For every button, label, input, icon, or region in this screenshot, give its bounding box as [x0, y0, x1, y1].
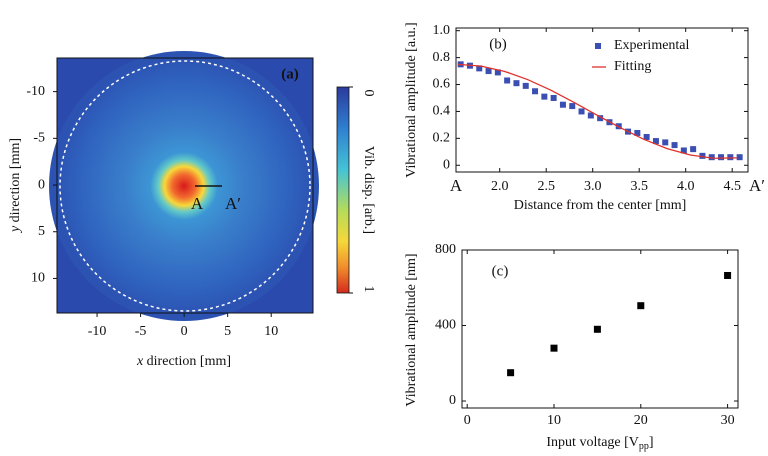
data-point: [637, 302, 645, 310]
data-point: [504, 77, 511, 84]
heatmap-field: [49, 51, 319, 321]
legend-marker: [595, 43, 601, 49]
data-point: [578, 108, 585, 115]
panel-label: (a): [281, 66, 299, 82]
plot-frame: [461, 249, 739, 409]
x-tick-label: 10: [264, 324, 278, 339]
data-point: [593, 325, 601, 333]
x-axis-label: Distance from the center [mm]: [514, 198, 687, 213]
data-point: [724, 271, 732, 279]
data-point: [494, 69, 501, 76]
y-axis-label: y direction [mm]: [8, 138, 23, 234]
plot-frame: [455, 27, 749, 173]
data-point: [597, 115, 604, 122]
legend-label: Experimental: [614, 38, 690, 53]
x-axis-label-part: Input voltage [V: [546, 435, 639, 450]
x-tick-label: 0: [181, 324, 188, 339]
point-annotation: A′: [225, 194, 241, 213]
y-tick-label: 0: [449, 393, 456, 408]
x-tick-label: -10: [88, 324, 107, 339]
end-label: A′: [749, 176, 765, 195]
colorbar-tick-label: 1: [361, 286, 376, 293]
data-point: [708, 154, 715, 161]
data-point: [569, 103, 576, 110]
end-label: A: [450, 176, 463, 195]
data-point: [652, 138, 659, 145]
colorbar-tick-label: 0: [361, 90, 376, 97]
data-point: [587, 112, 594, 119]
data-point: [550, 94, 557, 101]
data-point: [559, 101, 566, 108]
colorbar-label: Vib. disp. [arb.]: [361, 146, 376, 234]
x-axis-label-part: ]: [649, 435, 654, 450]
data-point: [690, 146, 697, 153]
data-point: [718, 154, 725, 161]
x-tick-label: -5: [135, 324, 147, 339]
x-tick-label: 30: [721, 413, 735, 428]
panel-label: (b): [489, 36, 507, 52]
x-axis-label: x direction [mm]: [136, 354, 231, 369]
y-axis-label-part: direction [mm]: [8, 138, 23, 226]
data-point: [507, 369, 515, 377]
x-axis-label: Input voltage [Vpp]: [546, 435, 653, 452]
x-tick-label: 2.0: [491, 179, 509, 194]
x-axis-label-part: x: [136, 354, 144, 369]
data-point: [476, 65, 483, 72]
data-point: [680, 147, 687, 154]
x-tick-label: 3.0: [584, 179, 602, 194]
y-tick-label: 10: [31, 271, 45, 286]
data-point: [485, 68, 492, 75]
y-tick-label: 400: [435, 318, 456, 333]
data-point: [522, 82, 529, 89]
data-point: [727, 154, 734, 161]
y-tick-label: 0: [443, 157, 450, 172]
y-tick-label: 0.2: [433, 131, 451, 146]
legend-label: Fitting: [614, 59, 651, 74]
x-tick-label: 4.0: [677, 179, 695, 194]
y-tick-label: 0.6: [433, 77, 451, 92]
point-annotation: A: [191, 194, 204, 213]
data-point: [550, 344, 558, 352]
y-tick-label: 1.0: [433, 23, 451, 38]
x-tick-label: 10: [547, 413, 561, 428]
x-tick-label: 4.5: [723, 179, 741, 194]
data-point: [541, 93, 548, 100]
x-tick-label: 0: [464, 413, 471, 428]
data-point: [662, 139, 669, 146]
colorbar: [336, 86, 350, 294]
y-tick-label: -5: [33, 131, 45, 146]
data-point: [643, 134, 650, 141]
dashed-circle: [59, 60, 311, 312]
y-tick-label: 0: [38, 177, 45, 192]
data-point: [634, 129, 641, 136]
y-tick-label: 800: [435, 242, 456, 257]
fit-line: [457, 63, 737, 159]
data-point: [699, 152, 706, 159]
x-tick-label: 2.5: [537, 179, 555, 194]
y-axis-label: Vibrational amplitude [a.u.]: [404, 22, 419, 177]
y-tick-label: 5: [38, 224, 45, 239]
y-axis-label: Vibrational amplitude [nm]: [404, 253, 419, 406]
x-axis-label-part: direction [mm]: [143, 354, 231, 369]
y-tick-label: -10: [26, 84, 45, 99]
x-tick-label: 20: [634, 413, 648, 428]
y-axis-label-part: y: [8, 225, 23, 234]
data-point: [671, 142, 678, 149]
x-tick-label: 3.5: [630, 179, 648, 194]
data-point: [736, 154, 743, 161]
y-tick-label: 0.8: [433, 50, 451, 65]
x-tick-label: 5: [224, 324, 231, 339]
panel-label: (c): [492, 263, 509, 279]
data-point: [513, 80, 520, 87]
data-point: [532, 88, 539, 95]
x-axis-label-part: pp: [639, 441, 649, 452]
y-tick-label: 0.4: [433, 104, 451, 119]
